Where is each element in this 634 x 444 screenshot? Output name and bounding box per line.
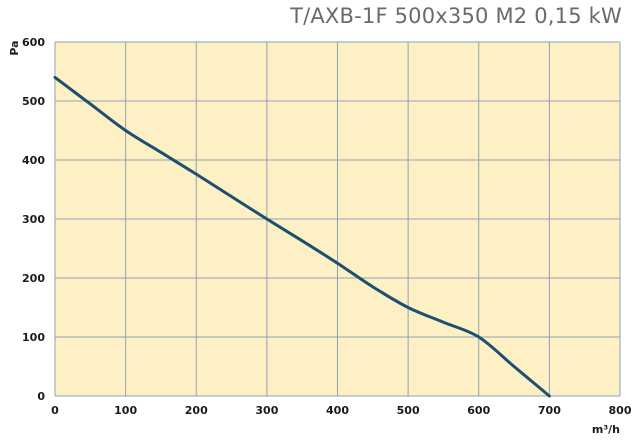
y-tick-label: 400 bbox=[22, 154, 45, 167]
x-axis-label: m³/h bbox=[592, 423, 620, 436]
grid bbox=[54, 41, 621, 397]
x-tick-label: 700 bbox=[538, 404, 561, 417]
x-tick-label: 400 bbox=[326, 404, 349, 417]
y-axis-label: Pa bbox=[8, 40, 21, 55]
x-tick-label: 800 bbox=[609, 404, 632, 417]
x-tick-label: 300 bbox=[255, 404, 278, 417]
x-tick-label: 500 bbox=[397, 404, 420, 417]
y-tick-label: 100 bbox=[22, 331, 45, 344]
x-tick-label: 600 bbox=[467, 404, 490, 417]
y-tick-label: 0 bbox=[37, 390, 45, 403]
x-tick-label: 0 bbox=[51, 404, 59, 417]
chart-title: T/AXB-1F 500x350 M2 0,15 kW bbox=[290, 4, 622, 28]
x-tick-label: 100 bbox=[114, 404, 137, 417]
tick-labels: 0 100 200 300 400 500 600 700 800 0 100 200 300 400 50… bbox=[22, 36, 632, 417]
y-tick-label: 500 bbox=[22, 95, 45, 108]
y-tick-label: 600 bbox=[22, 36, 45, 49]
y-tick-label: 200 bbox=[22, 272, 45, 285]
series-layer bbox=[53, 75, 551, 398]
x-tick-label: 200 bbox=[185, 404, 208, 417]
y-tick-label: 300 bbox=[22, 213, 45, 226]
series-line bbox=[53, 75, 551, 398]
